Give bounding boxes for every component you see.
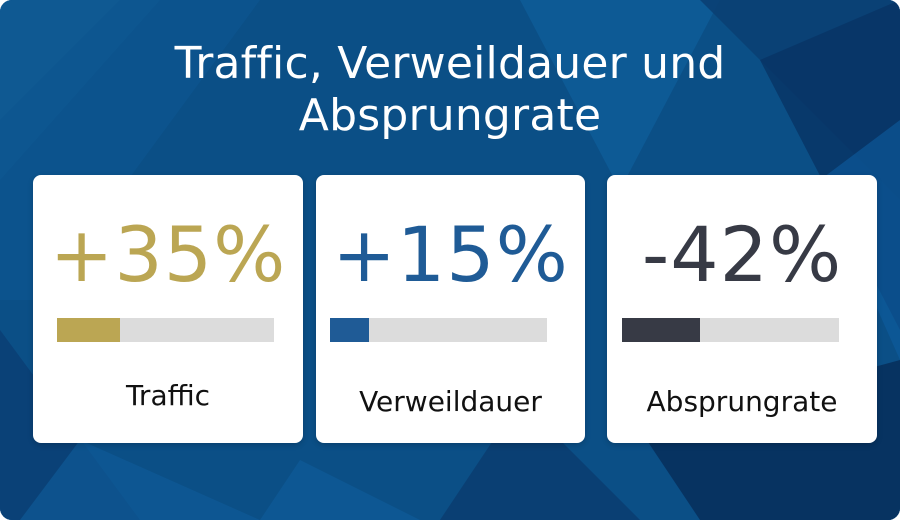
traffic-value: +35% <box>49 210 287 299</box>
absprungrate-label: Absprungrate <box>646 385 838 418</box>
verweildauer-value: +15% <box>332 210 569 299</box>
verweildauer-card: +15% Verweildauer <box>316 175 585 443</box>
traffic-label: Traffic <box>125 379 211 412</box>
page-title: Traffic, Verweildauer und Absprungrate <box>0 38 900 142</box>
absprungrate-value: -42% <box>641 210 843 299</box>
verweildauer-label: Verweildauer <box>359 385 542 418</box>
verweildauer-progress-track <box>330 318 547 342</box>
absprungrate-progress-fill <box>622 318 701 342</box>
traffic-card: +35% Traffic <box>33 175 303 443</box>
absprungrate-card: -42% Absprungrate <box>607 175 877 443</box>
traffic-progress-fill <box>57 318 120 342</box>
traffic-progress-track <box>57 318 274 342</box>
title-line-2: Absprungrate <box>298 90 602 141</box>
absprungrate-progress-track <box>622 318 839 342</box>
verweildauer-progress-fill <box>330 318 370 342</box>
title-line-1: Traffic, Verweildauer und <box>174 38 726 89</box>
